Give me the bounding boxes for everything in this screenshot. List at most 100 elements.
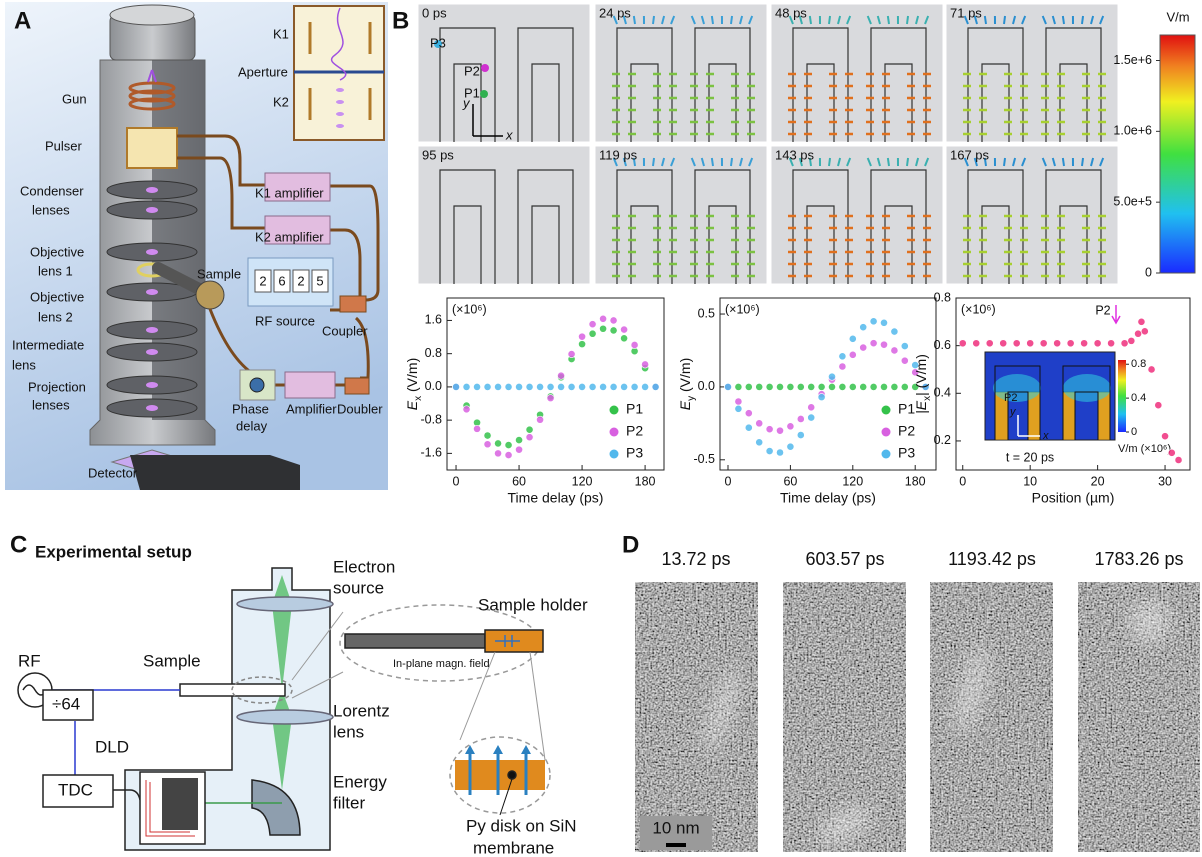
y-tick-label: 0.8 (934, 290, 951, 304)
label: K2 amplifier (255, 229, 324, 244)
data-point (1141, 328, 1148, 335)
field-arrow (653, 16, 654, 24)
data-point (870, 383, 877, 390)
x-tick-label: 0 (959, 474, 966, 488)
data-point (578, 333, 585, 340)
data-point (839, 363, 846, 370)
image (930, 582, 1053, 852)
field-arrow (1082, 158, 1083, 166)
digit: 2 (297, 273, 304, 288)
data-point (610, 317, 617, 324)
y-axis-title: Ex (V/m) (404, 358, 424, 410)
phase-knob (250, 378, 264, 392)
field-arrow (829, 158, 830, 166)
frame (771, 146, 943, 284)
data-point (610, 383, 617, 390)
x-tick-label: 180 (635, 474, 656, 488)
data-point (1040, 340, 1047, 347)
data-point (589, 321, 596, 328)
frame (595, 4, 767, 142)
data-point (880, 341, 887, 348)
data-point (610, 327, 617, 334)
data-point (620, 335, 627, 342)
data-point (1175, 456, 1182, 463)
y-axis-title-part: |E (913, 400, 929, 414)
data-point (797, 383, 804, 390)
digit: 5 (316, 273, 323, 288)
amplifier (285, 372, 335, 398)
label: Electron (333, 557, 395, 576)
y-axis-title: Ey (V/m) (677, 358, 697, 410)
label: Sample (143, 651, 201, 670)
data-point (808, 414, 815, 421)
label: Gun (62, 91, 87, 106)
legend-label: P2 (626, 423, 643, 439)
label: Experimental setup (35, 542, 192, 561)
field-arrow (907, 16, 908, 24)
y-tick-label: 1.6 (425, 313, 442, 327)
inset-colorbar-label: V/m (×10⁶) (1118, 443, 1171, 455)
data-point (526, 426, 533, 433)
data-point (849, 383, 856, 390)
data-point (776, 427, 783, 434)
data-point (463, 383, 470, 390)
data-point (797, 431, 804, 438)
data-point (452, 383, 459, 390)
panel-c-art (18, 568, 550, 850)
x-tick-label: 120 (572, 474, 593, 488)
inset-axis-name: x (1042, 430, 1049, 442)
data-point (557, 383, 564, 390)
x-tick-label: 60 (512, 474, 526, 488)
data-point (724, 383, 731, 390)
coupler (340, 296, 366, 312)
panel-letter: A (14, 7, 31, 34)
scale-bar (666, 843, 686, 847)
label: lenses (32, 397, 70, 412)
label: K2 (273, 94, 289, 109)
frame-time: 24 ps (599, 5, 631, 20)
y-axis-title-part: (V/m) (404, 358, 420, 396)
x-tick-label: 60 (783, 474, 797, 488)
colorbar-tick-label: 0 (1145, 265, 1152, 279)
label: Energy (333, 772, 387, 791)
label: source (333, 578, 384, 597)
frame (418, 146, 590, 284)
data-point (1000, 340, 1007, 347)
data-point (849, 351, 856, 358)
frame-time: 71 ps (950, 5, 982, 20)
x-tick-label: 20 (1091, 474, 1105, 488)
image (635, 582, 758, 852)
field-arrow (985, 16, 986, 24)
label: Intermediate (12, 337, 84, 352)
colorbar (1160, 35, 1195, 273)
y-tick-label: 0.2 (934, 433, 951, 447)
data-point (959, 340, 966, 347)
detector (130, 455, 300, 490)
probe-point (480, 90, 488, 98)
field-arrow (1082, 16, 1083, 24)
legend-label: P1 (626, 401, 643, 417)
frame-time: 119 ps (599, 147, 638, 162)
field-arrow (1004, 16, 1005, 24)
field-arrow (1063, 158, 1064, 166)
colorbar-label: V/m (1166, 9, 1189, 24)
label: Amplifier (286, 401, 337, 416)
data-point (578, 341, 585, 348)
data-point (494, 450, 501, 457)
y-tick-label: 0.4 (934, 386, 951, 400)
inset-colorbar (1118, 360, 1126, 432)
frame (418, 4, 590, 142)
label: lenses (32, 202, 70, 217)
data-point (1134, 330, 1141, 337)
data-point (620, 326, 627, 333)
data-point (1128, 337, 1135, 344)
label: Pulser (45, 138, 83, 153)
frame (946, 4, 1118, 142)
data-point (568, 383, 575, 390)
legend-marker (610, 450, 619, 459)
data-point (880, 383, 887, 390)
data-point (891, 328, 898, 335)
panel-letter: D (622, 531, 639, 558)
label: Sample (197, 266, 241, 281)
annotation: P2 (1095, 303, 1110, 317)
